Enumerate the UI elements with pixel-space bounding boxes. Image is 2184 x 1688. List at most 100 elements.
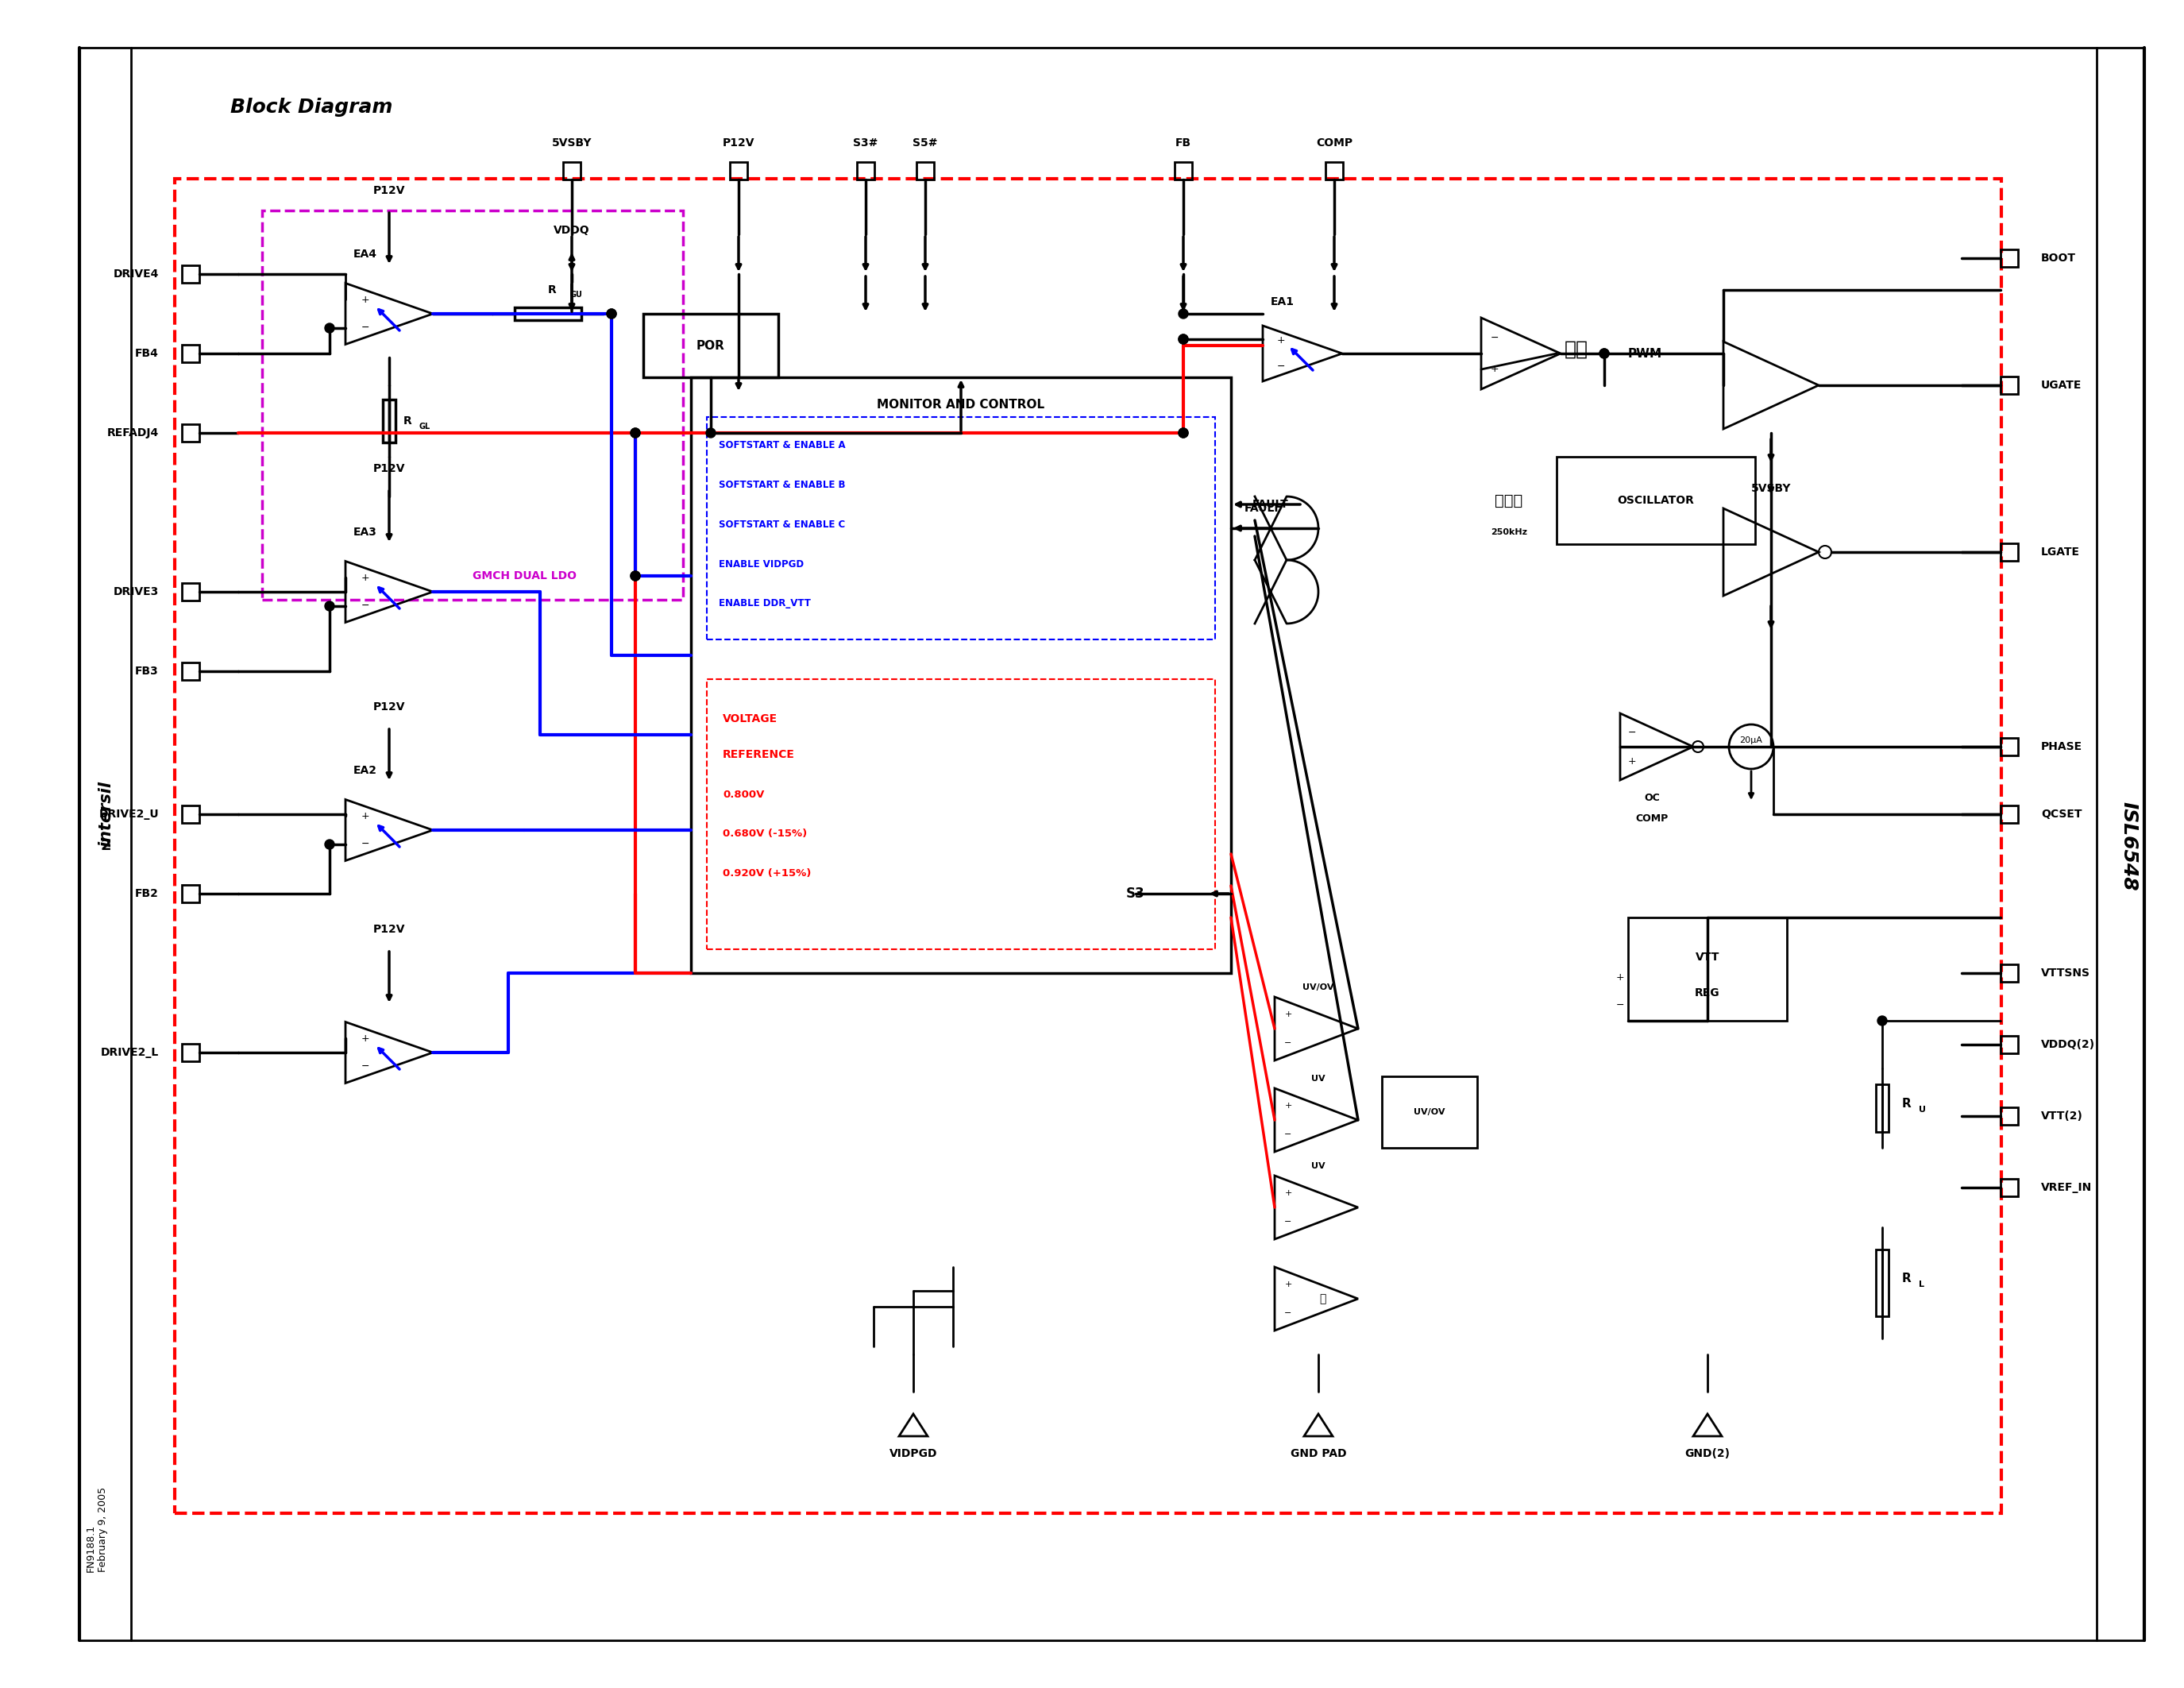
Text: MONITOR AND CONTROL: MONITOR AND CONTROL: [878, 398, 1044, 412]
Text: U: U: [1920, 1106, 1926, 1114]
Bar: [1557, 457, 1756, 544]
Bar: [729, 162, 747, 179]
Text: VDDQ(2): VDDQ(2): [2042, 1040, 2094, 1050]
Text: −: −: [1284, 1040, 1293, 1047]
Text: intersil: intersil: [98, 782, 114, 847]
Text: VOLTAGE: VOLTAGE: [723, 714, 778, 724]
Text: L: L: [1920, 1281, 1924, 1288]
Text: GU: GU: [570, 290, 583, 299]
Bar: [2001, 376, 2018, 393]
Circle shape: [325, 839, 334, 849]
Circle shape: [607, 309, 616, 319]
Text: UGATE: UGATE: [2042, 380, 2081, 392]
Bar: [2001, 1036, 2018, 1053]
Circle shape: [1179, 334, 1188, 344]
Circle shape: [1179, 309, 1188, 319]
Text: +: +: [360, 810, 369, 822]
Bar: [708, 417, 1214, 640]
Text: ⦾⦾: ⦾⦾: [1564, 339, 1588, 360]
Text: OC: OC: [1645, 793, 1660, 803]
Text: PHASE: PHASE: [2042, 741, 2081, 753]
Text: FN9188.1
February 9, 2005: FN9188.1 February 9, 2005: [85, 1487, 107, 1572]
Text: VIDPGD: VIDPGD: [889, 1448, 937, 1458]
Bar: [2001, 1178, 2018, 1197]
Bar: [917, 162, 935, 179]
Text: REFADJ4: REFADJ4: [107, 427, 159, 439]
Text: 20μA: 20μA: [1741, 736, 1762, 744]
Text: QCSET: QCSET: [2042, 809, 2081, 820]
Text: ENABLE DDR_VTT: ENABLE DDR_VTT: [719, 599, 810, 609]
Text: BOOT: BOOT: [2042, 253, 2077, 263]
Text: +: +: [360, 1033, 369, 1043]
Text: EA4: EA4: [354, 248, 378, 260]
Text: +: +: [360, 572, 369, 582]
Circle shape: [631, 429, 640, 437]
Circle shape: [1599, 349, 1610, 358]
Text: 0.680V (-15%): 0.680V (-15%): [723, 829, 808, 839]
Circle shape: [325, 601, 334, 611]
Text: R: R: [548, 284, 557, 295]
Text: −: −: [1275, 361, 1284, 371]
Text: EA3: EA3: [354, 527, 378, 538]
Bar: [181, 582, 199, 601]
Text: +: +: [1616, 972, 1625, 982]
Circle shape: [1179, 429, 1188, 437]
Text: −: −: [1284, 1310, 1293, 1317]
Text: 2: 2: [100, 839, 111, 854]
Bar: [181, 424, 199, 442]
Circle shape: [631, 571, 640, 581]
Bar: [181, 265, 199, 284]
Text: SOFTSTART & ENABLE C: SOFTSTART & ENABLE C: [719, 520, 845, 530]
Bar: [181, 805, 199, 824]
Text: FAULT: FAULT: [1251, 500, 1289, 510]
Text: UV: UV: [1310, 1161, 1326, 1170]
Text: VREF_IN: VREF_IN: [2042, 1182, 2092, 1193]
Bar: [2001, 250, 2018, 267]
Text: Block Diagram: Block Diagram: [229, 98, 393, 116]
Text: LGATE: LGATE: [2042, 547, 2079, 557]
Text: GND(2): GND(2): [1684, 1448, 1730, 1458]
Text: +: +: [1489, 365, 1498, 375]
Text: +: +: [1627, 756, 1636, 766]
Text: S3#: S3#: [854, 137, 878, 149]
Text: GL: GL: [419, 422, 430, 430]
Text: COMP: COMP: [1636, 814, 1669, 824]
Text: POR: POR: [697, 339, 725, 351]
Text: FB3: FB3: [135, 665, 159, 677]
Bar: [1326, 162, 1343, 179]
Text: −: −: [1627, 728, 1636, 738]
Circle shape: [631, 571, 640, 581]
Text: P12V: P12V: [373, 186, 406, 196]
Text: 250kHz: 250kHz: [1492, 528, 1527, 537]
Bar: [2001, 544, 2018, 560]
Text: +: +: [1284, 1011, 1293, 1018]
Circle shape: [607, 309, 616, 319]
Text: REG: REG: [1695, 987, 1721, 999]
Text: DRIVE4: DRIVE4: [114, 268, 159, 280]
Text: SOFTSTART & ENABLE A: SOFTSTART & ENABLE A: [719, 439, 845, 451]
Text: 5VSBY: 5VSBY: [1752, 483, 1791, 495]
Bar: [563, 162, 581, 179]
Text: EA2: EA2: [354, 765, 378, 776]
Text: 5VSBY: 5VSBY: [553, 137, 592, 149]
Bar: [181, 662, 199, 680]
Text: +: +: [1284, 1102, 1293, 1109]
Bar: [515, 307, 581, 321]
Text: −: −: [360, 839, 369, 849]
Bar: [262, 211, 684, 599]
Bar: [1627, 918, 1787, 1021]
Text: FB: FB: [1175, 137, 1190, 149]
Text: COMP: COMP: [1317, 137, 1352, 149]
Text: P12V: P12V: [723, 137, 756, 149]
Text: DRIVE2_U: DRIVE2_U: [98, 809, 159, 820]
Text: UV: UV: [1310, 1075, 1326, 1082]
Circle shape: [631, 429, 640, 437]
Text: +: +: [1275, 336, 1284, 346]
Text: REFERENCE: REFERENCE: [723, 749, 795, 760]
Bar: [1382, 1077, 1476, 1148]
Bar: [2001, 738, 2018, 756]
Text: R: R: [1902, 1099, 1911, 1111]
Text: FAULT: FAULT: [1245, 503, 1280, 513]
Circle shape: [1599, 349, 1610, 358]
Text: S3: S3: [1127, 886, 1144, 901]
